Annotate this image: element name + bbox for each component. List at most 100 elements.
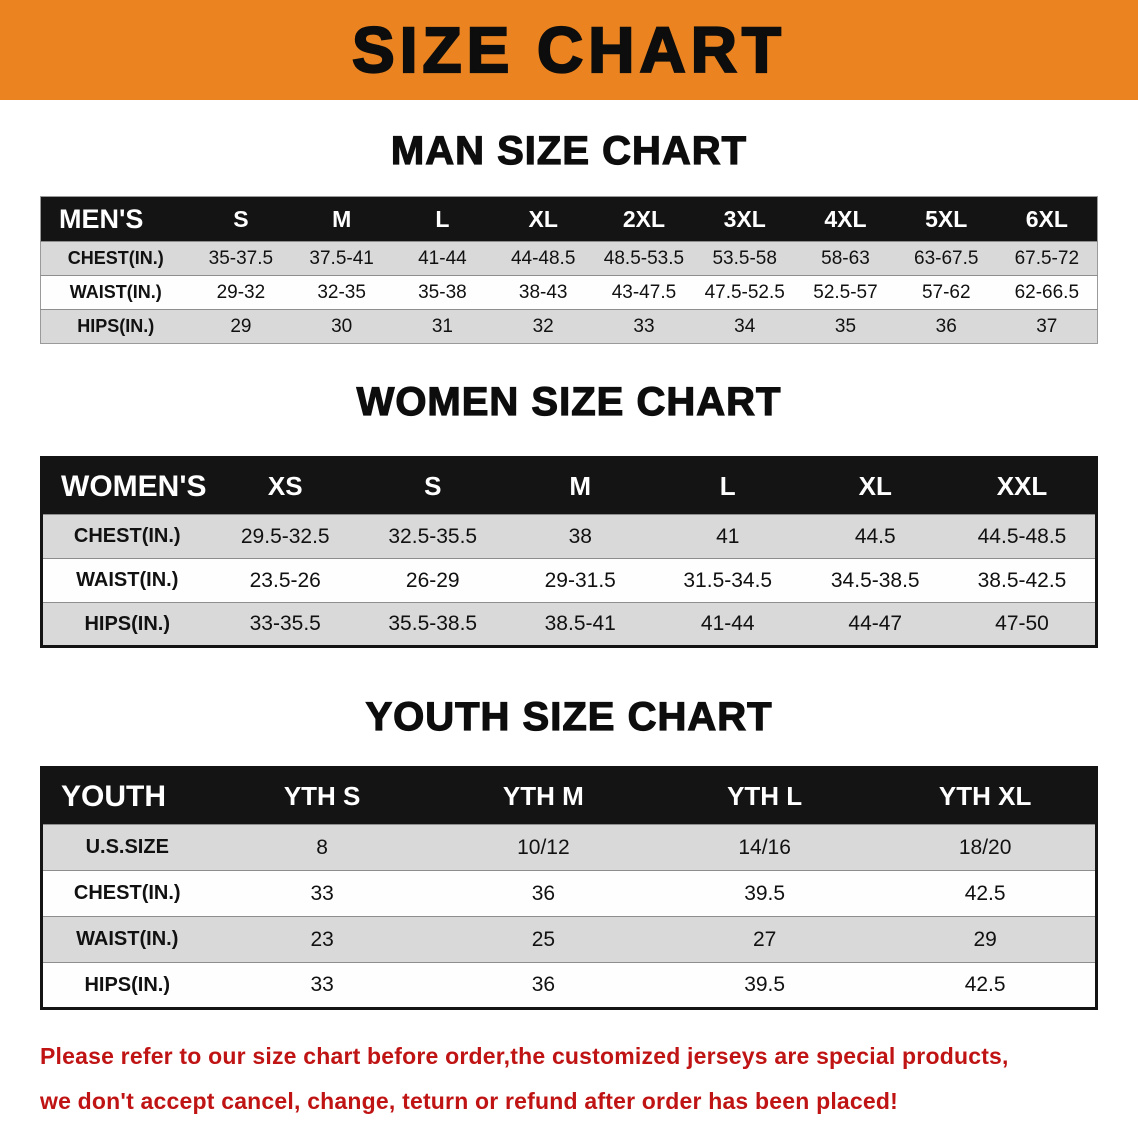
size-column-header: M (291, 196, 393, 242)
size-value-cell: 38.5-41 (506, 602, 654, 647)
row-label: CHEST(IN.) (40, 241, 191, 276)
size-value-cell: 42.5 (875, 962, 1097, 1009)
size-column-header: XL (801, 457, 949, 515)
size-value-cell: 25 (432, 916, 654, 963)
size-value-cell: 35-38 (392, 275, 493, 310)
size-value-cell: 10/12 (432, 824, 654, 871)
row-label: HIPS(IN.) (41, 962, 212, 1009)
size-value-cell: 34.5-38.5 (801, 558, 949, 603)
size-value-cell: 44.5-48.5 (949, 514, 1097, 559)
size-value-cell: 52.5-57 (795, 275, 896, 310)
men-section-heading: MAN SIZE CHART (390, 128, 748, 173)
youth-section-heading: YOUTH SIZE CHART (365, 694, 773, 739)
size-value-cell: 32.5-35.5 (359, 514, 507, 559)
row-label: CHEST(IN.) (41, 870, 212, 917)
size-column-header: 2XL (593, 196, 695, 242)
measurement-row: CHEST(IN.) 29.5-32.5 32.5-35.5 38 41 44.5 44.5… (41, 514, 1097, 559)
size-column-header: XS (211, 457, 359, 515)
size-value-cell: 35-37.5 (190, 241, 292, 276)
size-value-cell: 23.5-26 (211, 558, 359, 603)
measurement-row: HIPS(IN.) 29 30 31 32 33 34 35 36 37 (40, 309, 1098, 344)
size-column-header: YTH S (211, 767, 433, 825)
size-value-cell: 57-62 (895, 275, 997, 310)
size-value-cell: 35 (795, 309, 896, 344)
measurement-row: HIPS(IN.) 33-35.5 35.5-38.5 38.5-41 41-44 44-… (41, 602, 1097, 647)
measurement-row: WAIST(IN.) 23 25 27 29 (41, 916, 1097, 963)
measurement-row: WAIST(IN.) 23.5-26 26-29 29-31.5 31.5-34.5 34… (41, 558, 1097, 603)
header-row: YOUTH YTH S YTH M YTH L YTH XL (41, 767, 1097, 825)
size-value-cell: 42.5 (875, 870, 1097, 917)
size-value-cell: 26-29 (359, 558, 507, 603)
size-column-header: YTH M (432, 767, 654, 825)
youth-size-chart-section: YOUTH SIZE CHART YOUTH YTH S YTH M YTH L YTH… (0, 648, 1138, 1010)
size-column-header: M (506, 457, 654, 515)
measurement-row: WAIST(IN.) 29-32 32-35 35-38 38-43 43-47.5 47.… (40, 275, 1098, 310)
page-title: SIZE CHART (351, 14, 786, 86)
size-column-header: L (654, 457, 802, 515)
size-value-cell: 33 (211, 870, 433, 917)
size-value-cell: 67.5-72 (996, 241, 1098, 276)
measurement-row: HIPS(IN.) 33 36 39.5 42.5 (41, 962, 1097, 1009)
women-size-table: WOMEN'S XS S M L XL XXL CHEST(IN.) 29.5-32.5 32.5… (40, 456, 1098, 648)
size-value-cell: 44-47 (801, 602, 949, 647)
size-value-cell: 44.5 (801, 514, 949, 559)
row-label: HIPS(IN.) (41, 602, 212, 647)
size-value-cell: 8 (211, 824, 433, 871)
row-label: WAIST(IN.) (41, 558, 212, 603)
table-title-cell: MEN'S (40, 196, 191, 242)
size-value-cell: 39.5 (654, 870, 876, 917)
size-value-cell: 41-44 (392, 241, 493, 276)
size-value-cell: 29.5-32.5 (211, 514, 359, 559)
size-value-cell: 33 (593, 309, 695, 344)
size-column-header: L (392, 196, 493, 242)
size-value-cell: 36 (432, 870, 654, 917)
size-value-cell: 47.5-52.5 (694, 275, 796, 310)
men-size-chart-section: MAN SIZE CHART MEN'S S M L XL 2XL 3XL 4XL 5XL 6XL… (0, 100, 1138, 344)
measurement-row: CHEST(IN.) 35-37.5 37.5-41 41-44 44-48.5 48.5… (40, 241, 1098, 276)
footer-note: Please refer to our size chart before or… (0, 1010, 1138, 1124)
women-section-heading: WOMEN SIZE CHART (356, 379, 782, 424)
size-value-cell: 37 (996, 309, 1098, 344)
size-value-cell: 14/16 (654, 824, 876, 871)
size-chart-banner: SIZE CHART (0, 0, 1138, 100)
size-value-cell: 58-63 (795, 241, 896, 276)
row-label: HIPS(IN.) (40, 309, 191, 344)
row-label: WAIST(IN.) (41, 916, 212, 963)
size-value-cell: 18/20 (875, 824, 1097, 871)
size-value-cell: 23 (211, 916, 433, 963)
size-value-cell: 38.5-42.5 (949, 558, 1097, 603)
size-value-cell: 29 (875, 916, 1097, 963)
size-value-cell: 33 (211, 962, 433, 1009)
size-value-cell: 36 (432, 962, 654, 1009)
size-value-cell: 32-35 (291, 275, 393, 310)
size-value-cell: 44-48.5 (492, 241, 594, 276)
size-value-cell: 31 (392, 309, 493, 344)
size-value-cell: 48.5-53.5 (593, 241, 695, 276)
size-value-cell: 33-35.5 (211, 602, 359, 647)
size-column-header: 3XL (694, 196, 796, 242)
header-row: MEN'S S M L XL 2XL 3XL 4XL 5XL 6XL (40, 196, 1098, 242)
size-value-cell: 29-32 (190, 275, 292, 310)
size-column-header: S (190, 196, 292, 242)
size-value-cell: 53.5-58 (694, 241, 796, 276)
note-line-2: we don't accept cancel, change, teturn o… (40, 1088, 899, 1114)
size-value-cell: 34 (694, 309, 796, 344)
table-title-cell: WOMEN'S (41, 457, 212, 515)
size-value-cell: 47-50 (949, 602, 1097, 647)
row-label: WAIST(IN.) (40, 275, 191, 310)
size-value-cell: 43-47.5 (593, 275, 695, 310)
size-value-cell: 29 (190, 309, 292, 344)
size-column-header: 6XL (996, 196, 1098, 242)
note-line-1: Please refer to our size chart before or… (40, 1043, 1009, 1069)
size-column-header: XL (492, 196, 594, 242)
size-value-cell: 27 (654, 916, 876, 963)
table-title-cell: YOUTH (41, 767, 212, 825)
size-value-cell: 31.5-34.5 (654, 558, 802, 603)
size-value-cell: 38 (506, 514, 654, 559)
youth-size-table: YOUTH YTH S YTH M YTH L YTH XL U.S.SIZE 8 10/12… (40, 766, 1098, 1010)
size-value-cell: 29-31.5 (506, 558, 654, 603)
size-value-cell: 30 (291, 309, 393, 344)
size-value-cell: 35.5-38.5 (359, 602, 507, 647)
size-value-cell: 39.5 (654, 962, 876, 1009)
